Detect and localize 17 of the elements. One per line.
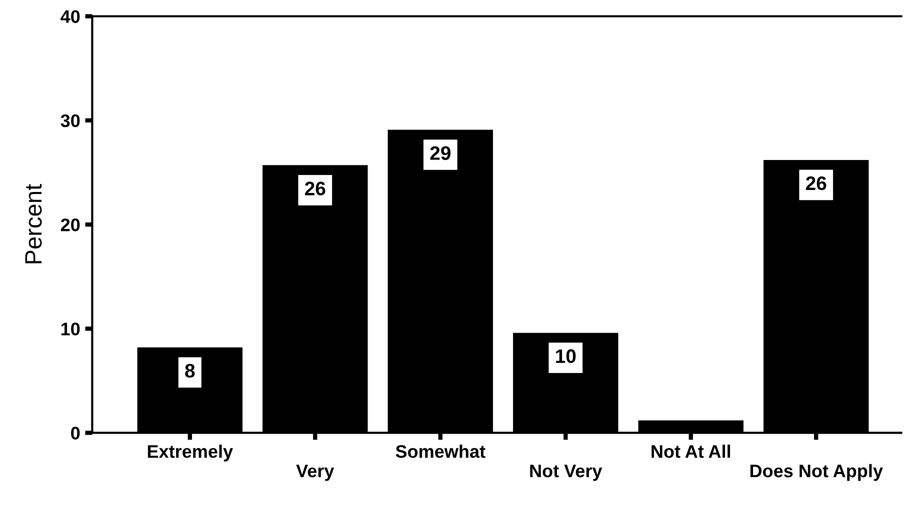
- y-axis-title: Percent: [25, 184, 42, 264]
- data-label: 29: [430, 146, 450, 160]
- y-tick-label: 40: [60, 10, 80, 23]
- data-label: 10: [556, 349, 576, 364]
- y-tick-label: 10: [61, 322, 80, 336]
- y-tick-label: 20: [60, 218, 80, 232]
- data-label: 26: [806, 176, 826, 190]
- x-tick-label: Somewhat: [396, 444, 486, 458]
- data-label: 26: [305, 182, 326, 196]
- x-tick-label: Not At All: [652, 444, 730, 458]
- data-label: 8: [185, 364, 195, 378]
- y-tick-label: 30: [60, 114, 80, 128]
- y-tick-label: 0: [71, 426, 80, 440]
- x-tick-label: Very: [296, 464, 334, 481]
- x-tick-label: Not Very: [530, 464, 602, 481]
- x-tick-label: Extremely: [148, 444, 233, 462]
- x-tick-label: Does Not Apply: [750, 464, 883, 481]
